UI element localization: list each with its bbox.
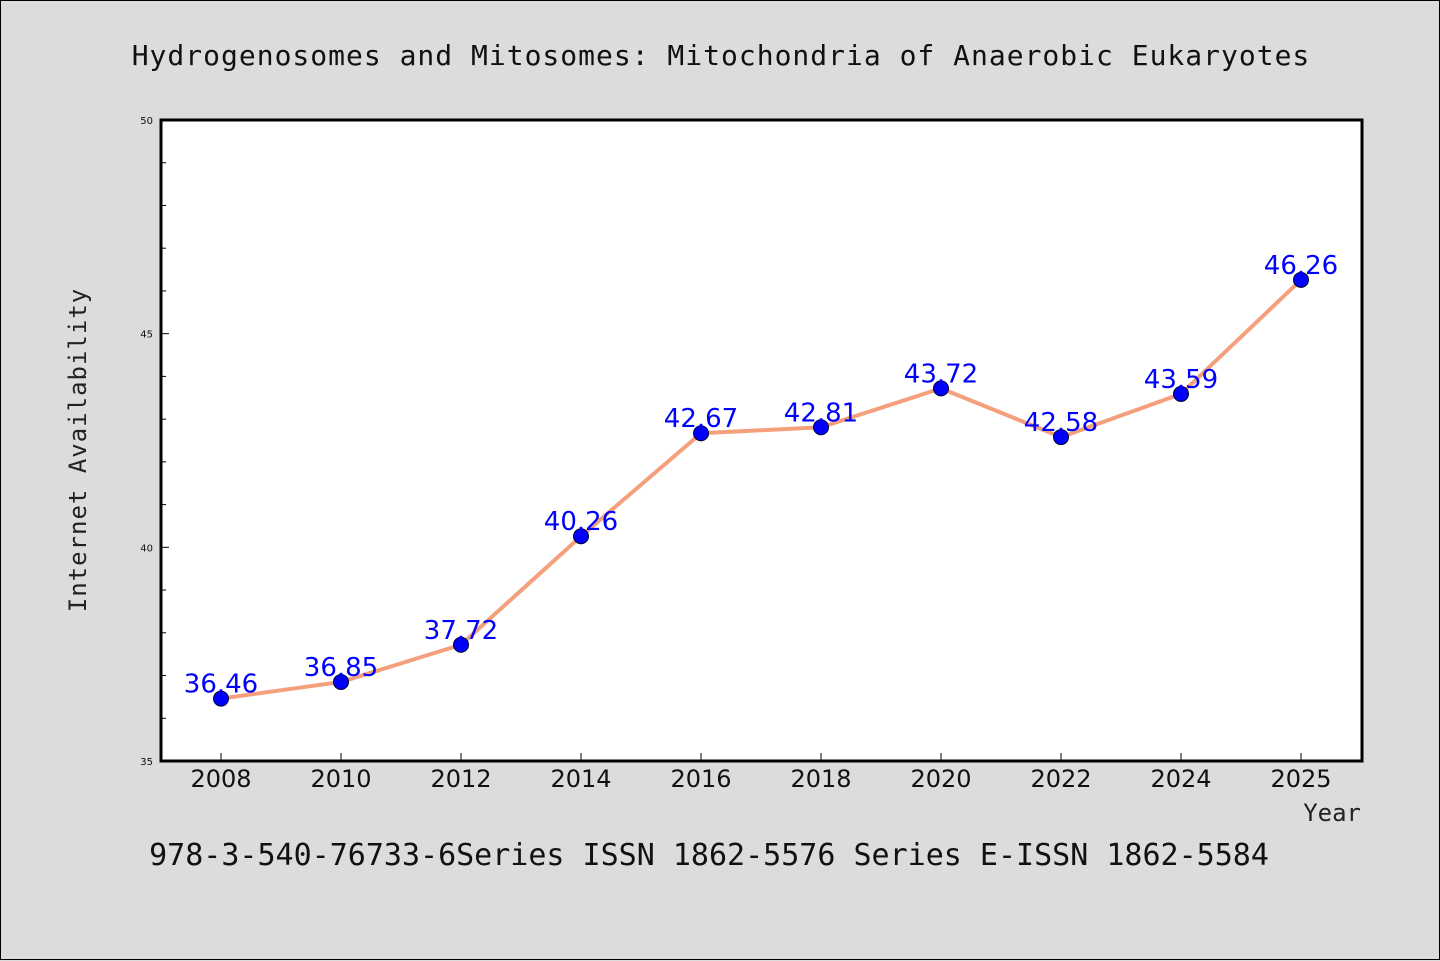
data-label: 43.72 bbox=[904, 359, 978, 389]
x-tick-label: 2010 bbox=[310, 765, 371, 793]
data-point bbox=[813, 419, 829, 436]
y-tick-label: 45 bbox=[140, 330, 153, 341]
data-point bbox=[453, 636, 469, 653]
y-tick-label: 50 bbox=[140, 116, 153, 127]
data-label: 42.58 bbox=[1024, 408, 1098, 438]
data-label: 42.81 bbox=[784, 398, 858, 428]
data-label: 40.26 bbox=[544, 507, 618, 537]
data-point bbox=[1293, 271, 1309, 288]
data-point bbox=[573, 528, 589, 545]
footer-isbn-issn: 978-3-540-76733-6Series ISSN 1862-5576 S… bbox=[149, 838, 1269, 873]
x-axis: 2008 2010 2012 2014 2016 2018 2020 2022 2024 2025 bbox=[190, 753, 1332, 793]
x-tick-label: 2016 bbox=[670, 765, 731, 793]
plot-area bbox=[159, 118, 1364, 763]
x-tick-label: 2022 bbox=[1030, 765, 1091, 793]
data-label: 46.26 bbox=[1264, 251, 1338, 281]
series-line bbox=[220, 278, 1303, 701]
x-tick-label: 2018 bbox=[790, 765, 851, 793]
data-label: 42.67 bbox=[664, 404, 738, 434]
data-point bbox=[213, 690, 229, 707]
data-point bbox=[1053, 429, 1069, 446]
data-point bbox=[933, 380, 949, 397]
x-axis-label: Year bbox=[1303, 799, 1361, 827]
x-tick-label: 2025 bbox=[1270, 765, 1331, 793]
data-point bbox=[333, 673, 349, 690]
y-axis: 35 40 45 50 bbox=[140, 116, 169, 768]
x-tick-label: 2020 bbox=[910, 765, 971, 793]
chart-title: Hydrogenosomes and Mitosomes: Mitochondr… bbox=[132, 39, 1311, 72]
x-tick-label: 2014 bbox=[550, 765, 611, 793]
series-group: 36.46 36.85 37.72 40.26 42.67 42.81 43.72 42.58… bbox=[184, 251, 1338, 707]
x-tick-label: 2008 bbox=[190, 765, 251, 793]
data-point bbox=[693, 425, 709, 442]
y-axis-label: Internet Availability bbox=[64, 288, 92, 612]
x-tick-label: 2024 bbox=[1150, 765, 1211, 793]
data-point bbox=[1173, 385, 1189, 402]
data-label: 36.85 bbox=[304, 653, 378, 683]
data-label: 43.59 bbox=[1144, 365, 1218, 395]
y-tick-label: 40 bbox=[140, 543, 153, 554]
data-label: 37.72 bbox=[424, 616, 498, 646]
y-tick-label: 35 bbox=[140, 757, 153, 768]
data-label: 36.46 bbox=[184, 670, 258, 700]
x-tick-label: 2012 bbox=[430, 765, 491, 793]
